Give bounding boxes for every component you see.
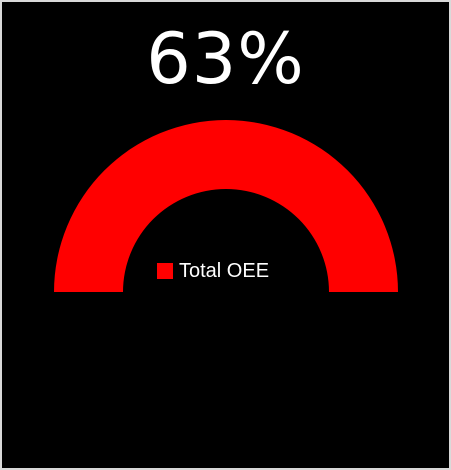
- legend-swatch-total-oee: [157, 263, 173, 279]
- gauge-arc-total-oee: [54, 120, 398, 292]
- legend-label-total-oee: Total OEE: [179, 260, 270, 282]
- legend: Total OEE: [157, 261, 269, 281]
- oee-value-label: 63%: [146, 18, 305, 100]
